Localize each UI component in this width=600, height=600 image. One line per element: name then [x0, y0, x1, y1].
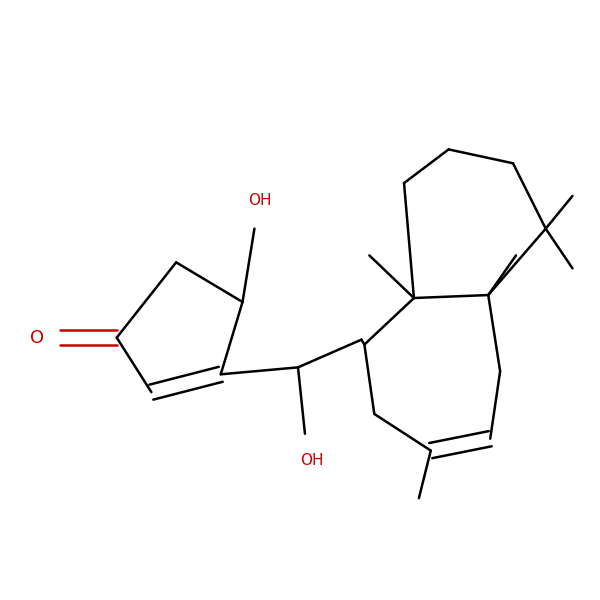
Text: OH: OH: [248, 193, 272, 208]
Text: O: O: [31, 329, 44, 347]
Text: OH: OH: [300, 453, 323, 468]
